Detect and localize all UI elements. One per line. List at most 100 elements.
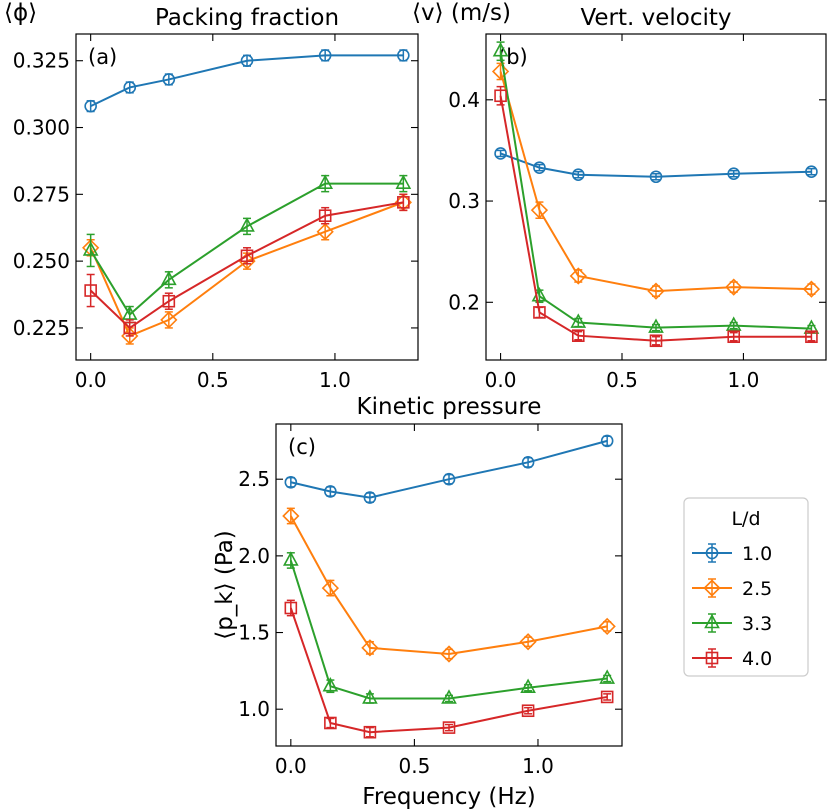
legend-marker	[705, 546, 719, 560]
data-point	[318, 49, 332, 62]
panel-b-y-label: ⟨v⟩ (m/s)	[412, 0, 511, 26]
panel-c-y-tick-label: 2.5	[238, 467, 270, 491]
data-point	[442, 721, 456, 734]
data-point	[648, 318, 664, 333]
panel-b-series-2.5	[491, 62, 821, 300]
data-point	[322, 677, 339, 692]
data-point	[397, 49, 410, 62]
panel-c-y-tick-label: 1.0	[238, 697, 270, 721]
data-point	[284, 601, 298, 615]
data-point	[442, 472, 456, 486]
panel-a-y-tick-label: 0.275	[13, 182, 70, 206]
panel-b-x-tick-label: 0.0	[485, 368, 517, 392]
panel-a-series-4.0	[84, 193, 410, 337]
panel-c-label: (c)	[288, 435, 316, 459]
legend-label: 2.5	[742, 578, 772, 600]
data-point	[649, 334, 663, 348]
data-point	[240, 54, 254, 68]
data-point	[530, 201, 549, 219]
legend-label: 3.3	[742, 613, 772, 635]
x-axis-label: Frequency (Hz)	[362, 784, 535, 810]
legend-entry-4.0: 4.0	[692, 648, 772, 670]
data-point	[647, 282, 665, 300]
data-point	[160, 311, 178, 329]
data-point	[316, 223, 334, 241]
data-point	[492, 42, 509, 57]
data-point	[123, 81, 137, 94]
legend-label: 1.0	[742, 543, 772, 565]
data-point	[318, 209, 332, 223]
series-line	[289, 560, 608, 700]
data-point	[123, 321, 137, 335]
data-point	[520, 678, 536, 694]
data-point	[441, 689, 457, 704]
panel-a-series-2.5	[82, 193, 412, 345]
data-point	[324, 485, 337, 498]
series-line	[499, 71, 812, 293]
data-point	[284, 475, 298, 489]
panel-a-series-1.0	[84, 49, 410, 113]
panel-c-series-4.0	[284, 599, 614, 739]
panel-b-y-tick-label: 0.2	[448, 290, 480, 314]
panel-b-x-tick-label: 1.0	[728, 368, 760, 392]
panel-c-series-1.0	[284, 434, 614, 504]
panel-a-x-tick-label: 1.0	[319, 368, 351, 392]
panel-a-label: (a)	[88, 45, 117, 69]
data-point	[727, 330, 741, 344]
data-point	[494, 89, 507, 103]
panel-b-series-4.0	[494, 85, 818, 348]
data-point	[725, 316, 742, 331]
panel-c-series-2.5	[282, 507, 616, 663]
series-line	[89, 182, 404, 317]
legend-entry-2.5: 2.5	[692, 578, 772, 600]
data-point	[317, 174, 334, 189]
legend-marker	[703, 579, 721, 597]
data-point	[321, 579, 340, 597]
data-point	[802, 280, 821, 298]
data-point	[600, 690, 614, 704]
data-point	[282, 507, 300, 525]
panel-c-series-3.3	[282, 551, 616, 704]
series-line	[90, 54, 404, 108]
data-point	[600, 434, 614, 448]
legend-label: 4.0	[742, 648, 772, 670]
panel-a-frame	[75, 33, 419, 361]
data-point	[533, 306, 546, 319]
data-point	[599, 669, 616, 684]
series-line	[499, 51, 812, 330]
legend-entry-3.3: 3.3	[692, 613, 772, 635]
series-line	[500, 152, 812, 178]
panel-a-y-tick-label: 0.225	[13, 316, 70, 340]
panel-b-series-3.3	[492, 41, 820, 334]
data-point	[598, 617, 616, 636]
panel-a-x-tick-label: 0.0	[75, 368, 107, 392]
panel-a-y-tick-label: 0.300	[13, 116, 70, 140]
panel-c-y-tick-label: 2.0	[238, 544, 270, 568]
data-point	[363, 725, 377, 739]
data-point	[571, 329, 585, 343]
data-point	[361, 639, 379, 657]
data-point	[324, 716, 337, 730]
data-point	[240, 249, 254, 263]
panel-b-frame	[485, 33, 827, 361]
data-point	[162, 73, 176, 86]
data-point	[397, 196, 410, 209]
panel-c-x-tick-label: 0.5	[398, 754, 430, 778]
series-line	[289, 515, 608, 656]
data-point	[569, 267, 587, 285]
data-point	[491, 62, 510, 81]
data-point	[395, 174, 412, 189]
data-point	[533, 161, 546, 174]
series-line	[89, 201, 404, 330]
data-point	[362, 689, 378, 704]
series-line	[289, 607, 608, 734]
panel-a-y-tick-label: 0.250	[13, 249, 70, 273]
data-point	[121, 305, 138, 320]
data-point	[521, 704, 535, 718]
data-point	[494, 147, 507, 160]
data-point	[519, 633, 537, 651]
legend-entry-1.0: 1.0	[692, 543, 772, 565]
data-point	[725, 278, 743, 296]
panel-b-y-tick-label: 0.4	[448, 88, 480, 112]
